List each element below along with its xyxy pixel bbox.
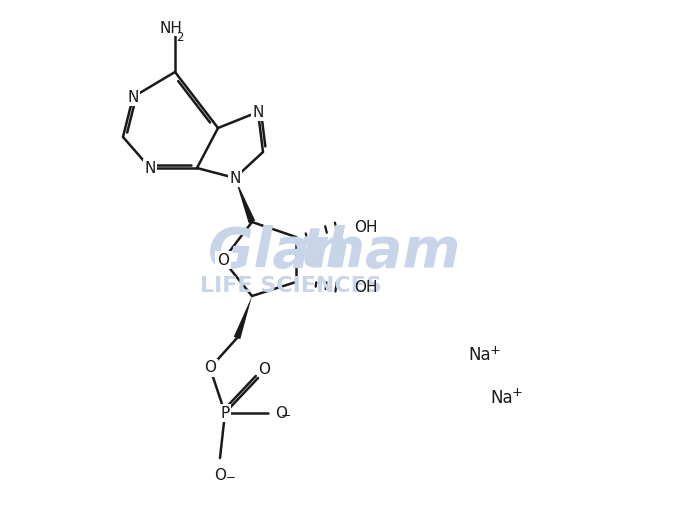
- Text: O: O: [204, 360, 216, 375]
- Text: O: O: [217, 253, 229, 267]
- Text: NH: NH: [159, 20, 182, 35]
- Text: OH: OH: [354, 280, 377, 294]
- Text: LIFE SCIENCES: LIFE SCIENCES: [200, 276, 382, 296]
- Text: Na: Na: [490, 389, 513, 407]
- Polygon shape: [235, 178, 255, 223]
- Text: OH: OH: [354, 219, 377, 235]
- Text: N: N: [127, 89, 139, 105]
- Text: 2: 2: [176, 31, 184, 44]
- Text: +: +: [490, 344, 501, 357]
- Text: O: O: [214, 468, 226, 483]
- Text: N: N: [144, 161, 156, 176]
- Text: −: −: [280, 410, 291, 422]
- Text: O: O: [275, 406, 287, 421]
- Text: Na: Na: [468, 346, 491, 364]
- Polygon shape: [234, 296, 252, 339]
- Text: +: +: [512, 386, 523, 399]
- Text: P: P: [221, 406, 230, 421]
- Text: N: N: [229, 171, 241, 186]
- Text: −: −: [226, 471, 236, 484]
- Text: Glan: Glan: [208, 225, 349, 279]
- Text: N: N: [253, 105, 264, 120]
- Text: tham: tham: [300, 225, 461, 279]
- Text: O: O: [258, 362, 270, 378]
